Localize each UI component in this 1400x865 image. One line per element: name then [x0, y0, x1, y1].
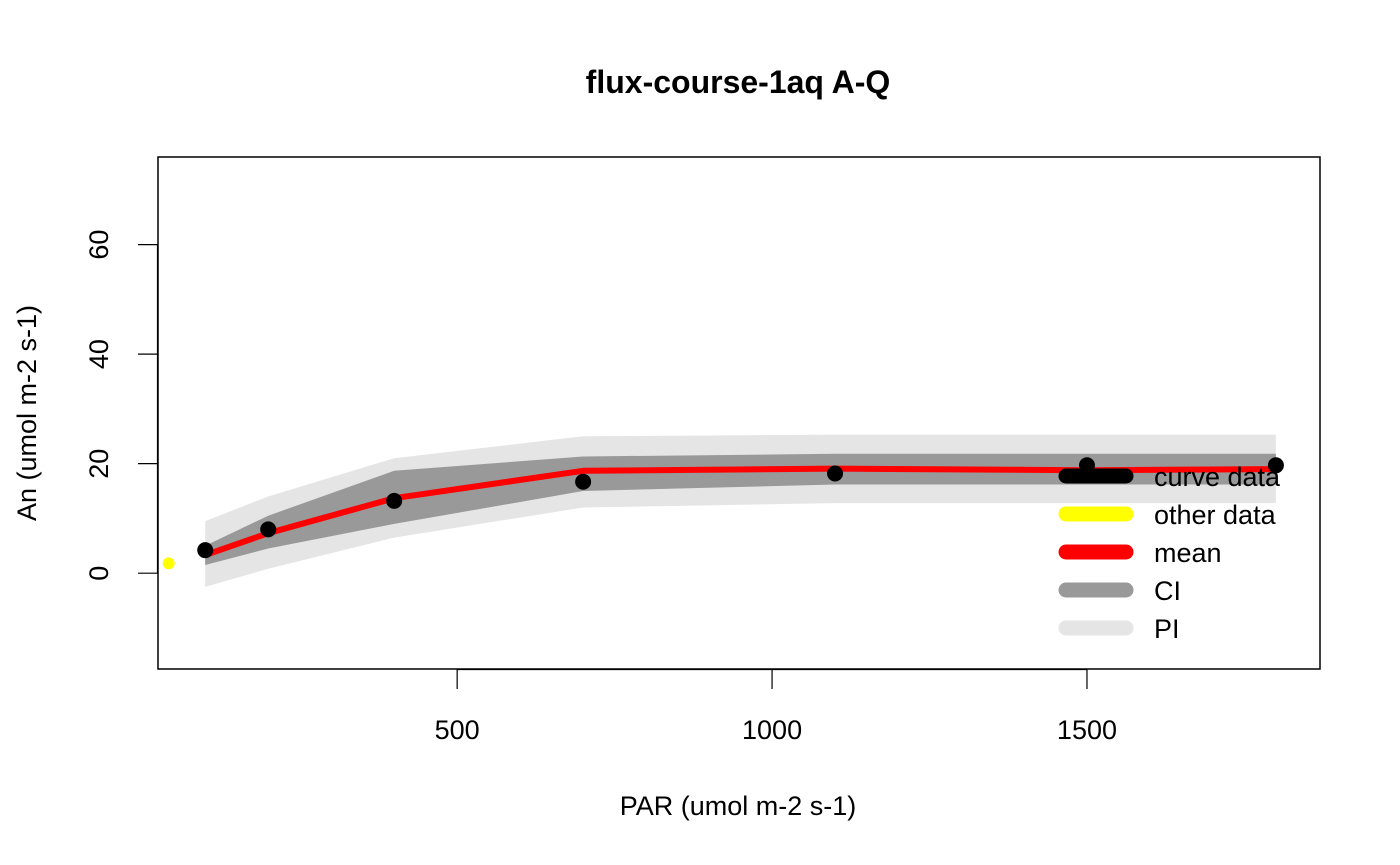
ci-band: [205, 453, 1276, 565]
y-tick-label: 0: [84, 566, 114, 581]
legend-label: curve data: [1154, 462, 1281, 492]
chart-title: flux-course-1aq A-Q: [586, 64, 891, 100]
y-axis: 0 20 40 60: [84, 230, 159, 581]
x-tick-label: 1500: [1057, 715, 1117, 745]
legend: curve data other data mean CI PI: [1058, 462, 1281, 644]
other-data-point: [162, 557, 175, 570]
ci-band-layer: [205, 453, 1276, 565]
legend-label: PI: [1154, 614, 1180, 644]
curve-data-point: [386, 492, 403, 509]
legend-label: mean: [1154, 538, 1222, 568]
y-axis-label: An (umol m-2 s-1): [12, 305, 42, 521]
x-axis-label: PAR (umol m-2 s-1): [620, 791, 857, 821]
curve-data-point: [1267, 457, 1284, 474]
curve-data-point: [197, 542, 214, 559]
curve-data-point: [827, 465, 844, 482]
curve-data-point: [575, 473, 592, 490]
y-tick-label: 20: [84, 449, 114, 479]
data-points-layer: [162, 457, 1284, 570]
legend-label: CI: [1154, 576, 1181, 606]
curve-data-point: [260, 521, 277, 538]
y-tick-label: 60: [84, 230, 114, 260]
x-tick-label: 1000: [742, 715, 802, 745]
legend-label: other data: [1154, 500, 1277, 530]
plot-frame: [157, 156, 1321, 670]
y-tick-label: 40: [84, 339, 114, 369]
x-tick-label: 500: [435, 715, 480, 745]
x-axis: 500 1000 1500: [435, 668, 1117, 745]
